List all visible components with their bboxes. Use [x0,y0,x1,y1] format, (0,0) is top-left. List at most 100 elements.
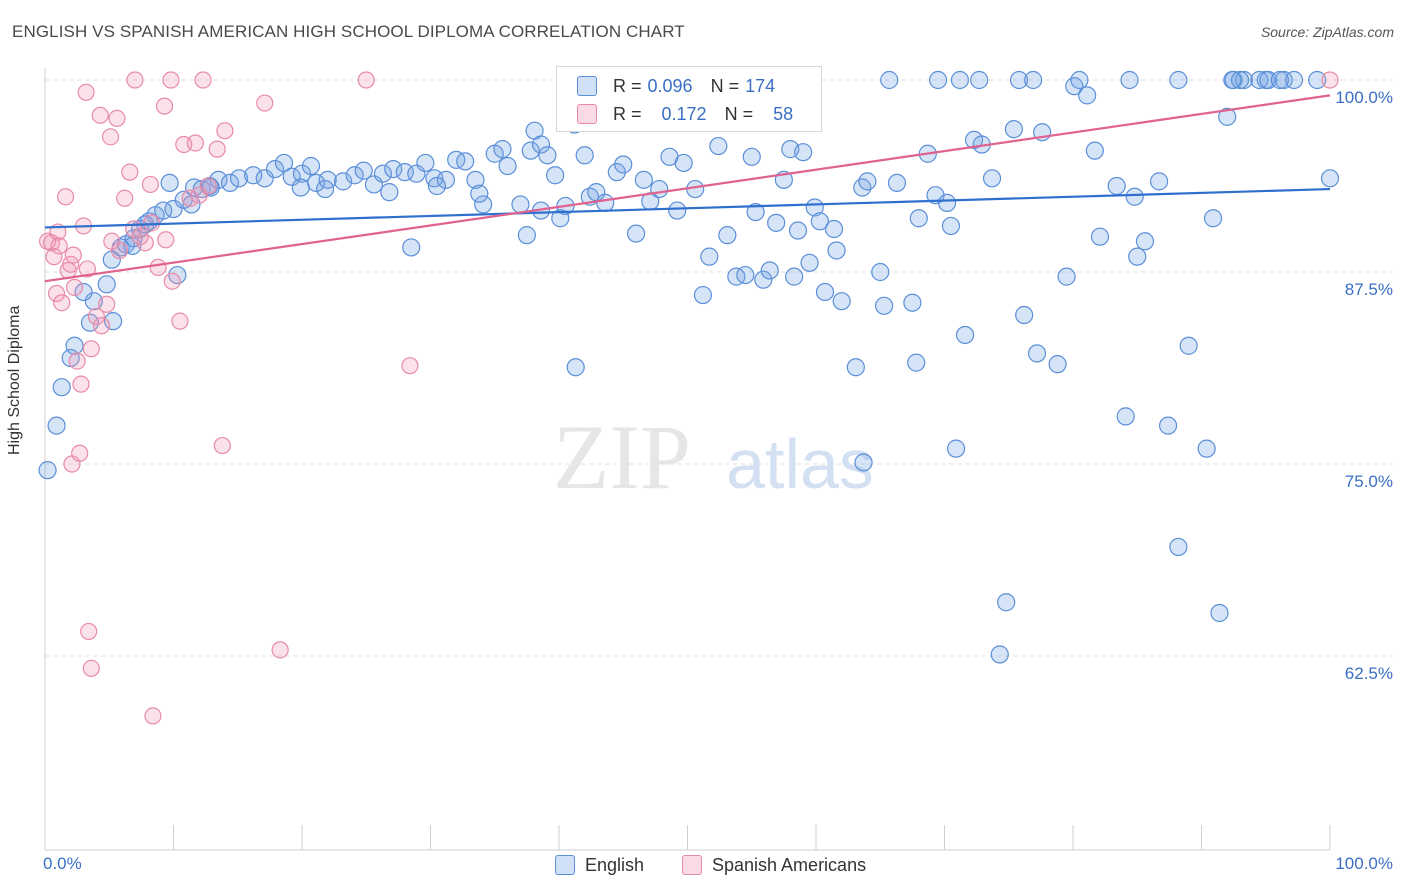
spanish-point-27 [149,258,167,276]
spanish-point-55 [162,71,180,89]
english-point-148 [1223,70,1242,90]
english-point-174 [104,312,123,331]
english-point-16 [164,199,183,219]
english-point-111 [1027,344,1047,363]
english-point-125 [1158,416,1178,435]
english-point-35 [354,161,373,180]
english-point-78 [736,265,755,285]
english-point-129 [1203,209,1223,228]
grid-lines [45,79,1395,657]
spanish-point-11 [65,278,84,296]
english-point-131 [1218,107,1237,126]
spanish-point-34 [208,140,226,158]
english-point-107 [990,645,1009,664]
spanish-point-58 [1321,71,1339,89]
english-point-110 [1015,305,1034,325]
english-point-96 [887,173,907,193]
english-point-4 [65,336,84,355]
english-point-77 [727,267,746,286]
english-swatch-icon [577,76,597,96]
english-point-66 [626,224,646,243]
y-tick-label-2: 87.5% [1345,280,1393,299]
english-r-label: R = [613,75,642,96]
english-point-11 [124,229,143,248]
english-points [38,70,1340,664]
spanish-point-25 [136,234,154,252]
english-n-value: 174 [745,75,776,96]
english-point-2 [52,378,71,397]
english-point-75 [709,136,728,156]
spanish-point-31 [181,189,199,207]
spanish-point-30 [171,312,189,330]
english-point-106 [982,169,1002,188]
english-point-178 [402,238,421,257]
spanish-point-36 [77,83,95,101]
english-point-146 [1120,70,1139,90]
english-point-102 [941,216,961,236]
y-tick-label-3: 100.0% [1335,88,1393,107]
english-point-159 [700,247,719,266]
english-point-1 [47,416,66,435]
english-point-22 [220,173,240,193]
english-point-49 [493,140,512,159]
spanish-point-35 [216,122,234,140]
spanish-point-40 [121,163,139,181]
watermark-zip: ZIP [553,406,691,508]
english-point-97 [903,293,922,312]
english-point-89 [824,219,844,239]
spanish-trend-line [44,94,1331,283]
english-point-157 [800,253,819,272]
spanish-point-26 [143,214,161,232]
english-point-165 [380,183,399,202]
y-tick-label-1: 75.0% [1345,472,1393,491]
english-point-95 [875,296,894,315]
english-point-121 [1125,187,1144,206]
english-point-176 [785,267,804,286]
english-point-46 [466,170,485,189]
english-point-23 [229,169,249,188]
english-point-41 [416,153,435,173]
tick-labels: 62.5% 75.0% 87.5% 100.0% 0.0% 100.0% [43,88,1393,873]
english-point-152 [1270,70,1289,90]
english-point-30 [301,156,321,176]
legend-row-english: R = 0.096 N = 174 [577,73,793,99]
english-point-162 [517,226,536,245]
english-legend-label: English [585,854,645,875]
english-point-52 [521,141,540,160]
english-point-90 [832,292,851,311]
stats-legend: R = 0.096 N = 174 R = 0.172 N = 58 [556,66,822,132]
spanish-n-label: N = [724,103,754,124]
english-point-143 [1009,70,1029,90]
english-point-154 [907,353,926,372]
english-legend-icon [555,855,575,875]
spanish-n-value: 58 [773,103,794,124]
spanish-point-52 [271,641,289,659]
spanish-point-21 [110,241,129,260]
english-point-137 [1308,70,1327,90]
english-point-86 [794,143,813,162]
english-point-33 [334,172,353,191]
english-point-72 [674,153,693,173]
english-point-130 [1210,603,1229,623]
english-point-122 [1128,247,1147,266]
spanish-point-3 [47,284,66,303]
english-point-113 [1048,355,1067,374]
spanish-point-48 [80,622,98,641]
english-point-21 [209,170,228,189]
spanish-point-51 [213,436,231,455]
chart-title: ENGLISH VS SPANISH AMERICAN HIGH SCHOOL … [12,22,685,41]
english-point-173 [74,282,93,302]
bottom-legend-english[interactable]: English [555,851,644,879]
spanish-legend-label: Spanish Americans [712,854,867,875]
spanish-point-56 [194,71,212,89]
axes [44,68,1331,851]
english-point-47 [474,195,493,214]
english-point-6 [84,292,103,311]
bottom-legend-spanish[interactable]: Spanish Americans [682,851,866,879]
english-point-27 [274,153,294,173]
spanish-point-2 [45,248,63,266]
english-point-114 [1057,267,1076,286]
y-axis-label: High School Diploma [6,305,23,455]
spanish-point-50 [144,707,162,725]
